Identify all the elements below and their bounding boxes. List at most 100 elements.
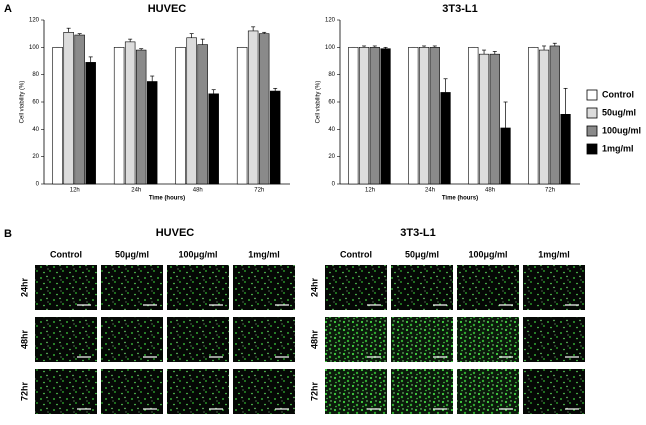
legend-label: Control: [602, 89, 634, 99]
bar: [408, 47, 419, 185]
micrograph: [325, 317, 387, 362]
grid-title: 3T3-L1: [400, 227, 435, 239]
chart-title: HUVEC: [148, 3, 187, 15]
row-label: 24hr: [19, 277, 29, 297]
micrograph: [35, 265, 97, 310]
x-tick-label: 72h: [254, 188, 264, 194]
y-tick-label: 20: [328, 154, 335, 160]
y-tick-label: 100: [325, 45, 336, 51]
row-label: 72hr: [19, 381, 29, 401]
column-label: 100μg/ml: [468, 249, 507, 259]
bar: [175, 47, 186, 185]
bar: [269, 90, 281, 185]
bar: [528, 47, 539, 185]
x-axis-label: Time (hours): [442, 196, 478, 202]
bar: [135, 49, 147, 185]
y-tick-label: 80: [32, 72, 39, 78]
x-tick-label: 12h: [365, 188, 375, 194]
y-tick-label: 0: [332, 182, 336, 188]
panel-label: A: [4, 3, 12, 15]
micrograph: [233, 369, 295, 414]
bar: [186, 37, 197, 185]
micrograph: [101, 369, 163, 414]
bar: [440, 92, 451, 185]
micrograph: [523, 369, 585, 414]
column-label: 1mg/ml: [248, 249, 280, 259]
micrograph: [523, 265, 585, 310]
legend-label: 1mg/ml: [602, 143, 634, 153]
micrograph: [167, 317, 229, 362]
bar: [52, 47, 63, 185]
bar: [208, 93, 219, 185]
micrograph: [391, 317, 453, 362]
column-label: Control: [50, 249, 82, 259]
bar: [247, 30, 259, 185]
row-label: 72hr: [309, 381, 319, 401]
y-tick-label: 40: [32, 127, 39, 133]
bar: [197, 44, 208, 185]
bar: [258, 33, 270, 185]
y-tick-label: 20: [32, 154, 39, 160]
row-label: 48hr: [309, 329, 319, 349]
y-tick-label: 120: [325, 18, 336, 24]
x-tick-label: 48h: [193, 188, 203, 194]
legend-swatch: [586, 143, 598, 155]
legend-swatch: [586, 125, 598, 137]
micrograph: [391, 265, 453, 310]
bar: [468, 47, 479, 185]
x-tick-label: 24h: [425, 188, 435, 194]
column-label: 50μg/ml: [115, 249, 149, 259]
y-axis-label: Cell viability (%): [316, 81, 322, 124]
x-axis-label: Time (hours): [149, 196, 185, 202]
bar: [124, 41, 136, 185]
bar: [74, 34, 85, 185]
micrograph: [391, 369, 453, 414]
x-tick-label: 24h: [131, 188, 141, 194]
y-tick-label: 100: [29, 45, 40, 51]
micrograph: [35, 369, 97, 414]
micrograph: [101, 317, 163, 362]
micrograph: [233, 317, 295, 362]
legend-label: 50ug/ml: [602, 107, 636, 117]
bar: [418, 47, 430, 185]
bar: [369, 47, 380, 185]
x-tick-label: 48h: [485, 188, 495, 194]
legend-label: 100ug/ml: [602, 125, 641, 135]
bar: [500, 127, 511, 185]
micrograph: [325, 265, 387, 310]
micrograph: [457, 369, 519, 414]
column-label: 50μg/ml: [405, 249, 439, 259]
y-tick-label: 60: [32, 100, 39, 106]
grid-title: HUVEC: [156, 227, 195, 239]
bar: [538, 49, 550, 185]
bar: [429, 47, 440, 185]
legend-swatch: [586, 89, 598, 101]
micrograph: [167, 265, 229, 310]
bar: [380, 48, 391, 185]
panel-label: B: [4, 228, 12, 240]
bar: [358, 47, 370, 185]
x-tick-label: 12h: [70, 188, 80, 194]
bar: [146, 81, 158, 185]
micrograph: [167, 369, 229, 414]
bar: [113, 47, 125, 185]
y-tick-label: 0: [36, 182, 40, 188]
bar: [478, 53, 490, 185]
micrograph: [457, 317, 519, 362]
bar: [489, 53, 500, 185]
micrograph: [325, 369, 387, 414]
bar: [85, 62, 96, 185]
y-tick-label: 60: [328, 100, 335, 106]
bar: [63, 31, 74, 185]
legend-swatch: [586, 107, 598, 119]
micrograph: [101, 265, 163, 310]
y-tick-label: 120: [29, 18, 40, 24]
y-axis-label: Cell viability (%): [20, 81, 26, 124]
micrograph: [233, 265, 295, 310]
row-label: 24hr: [309, 277, 319, 297]
column-label: Control: [340, 249, 372, 259]
x-tick-label: 72h: [545, 188, 555, 194]
bar: [560, 114, 571, 185]
bar: [236, 47, 248, 185]
column-label: 100μg/ml: [178, 249, 217, 259]
